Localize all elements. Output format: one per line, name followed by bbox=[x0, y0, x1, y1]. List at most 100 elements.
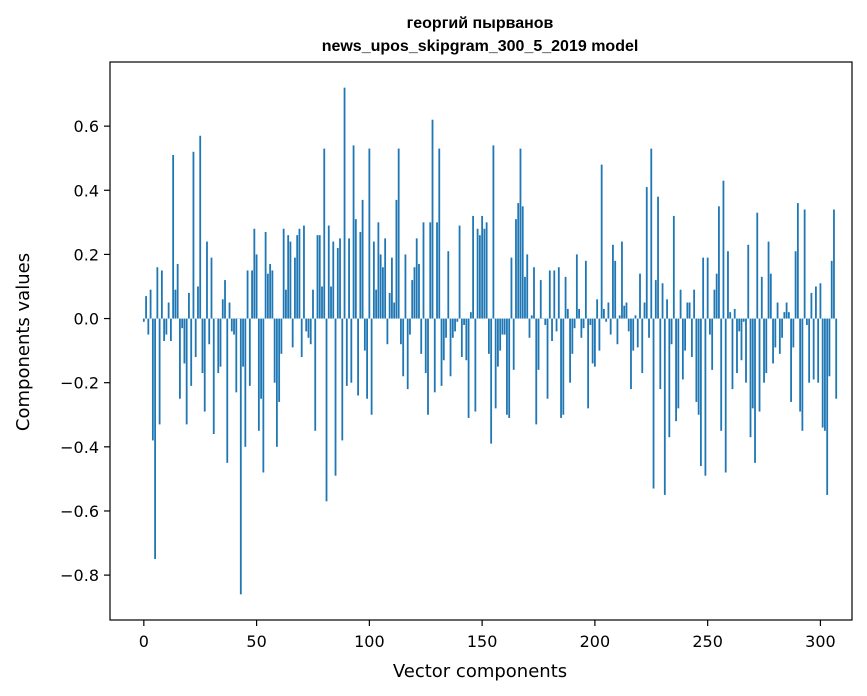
bar bbox=[194, 318, 197, 358]
bar bbox=[729, 312, 732, 319]
bar bbox=[485, 222, 488, 319]
bar bbox=[323, 148, 326, 319]
bar bbox=[248, 318, 251, 386]
bar bbox=[307, 318, 310, 338]
bar bbox=[210, 257, 213, 319]
bar bbox=[521, 206, 524, 319]
bar bbox=[483, 228, 486, 319]
bars-group bbox=[142, 87, 838, 595]
bar bbox=[303, 225, 305, 319]
y-tick-label: −0.6 bbox=[60, 502, 99, 521]
bar bbox=[381, 267, 384, 319]
bar bbox=[722, 180, 725, 319]
y-axis-label: Components values bbox=[13, 253, 34, 431]
bar bbox=[413, 267, 416, 319]
bar bbox=[242, 318, 244, 367]
x-axis-label: Vector components bbox=[393, 661, 567, 682]
bar bbox=[792, 318, 795, 348]
bar bbox=[366, 318, 368, 399]
bar bbox=[294, 257, 296, 319]
bar bbox=[706, 257, 709, 319]
bar bbox=[539, 280, 542, 319]
bar bbox=[731, 318, 734, 390]
bar bbox=[253, 228, 256, 319]
bar bbox=[663, 318, 666, 495]
bar bbox=[661, 283, 664, 319]
bar bbox=[652, 318, 655, 489]
bar bbox=[826, 318, 829, 495]
bar bbox=[593, 318, 596, 367]
bar bbox=[745, 318, 747, 383]
bar bbox=[160, 270, 163, 319]
bar bbox=[686, 302, 689, 319]
bar bbox=[341, 318, 344, 441]
bar bbox=[718, 206, 720, 319]
y-tick-label: 0.6 bbox=[74, 117, 99, 136]
bar bbox=[805, 318, 808, 325]
bar bbox=[643, 302, 646, 319]
bar bbox=[679, 289, 682, 319]
bar bbox=[636, 318, 639, 348]
bar bbox=[648, 318, 650, 338]
bar bbox=[201, 318, 204, 374]
bar bbox=[557, 267, 560, 319]
bar bbox=[596, 299, 599, 319]
bar bbox=[239, 318, 242, 595]
bar bbox=[165, 318, 168, 335]
bar bbox=[481, 215, 484, 319]
bar bbox=[812, 318, 815, 380]
bar bbox=[587, 318, 590, 409]
bar bbox=[819, 283, 822, 319]
bar bbox=[273, 318, 276, 383]
bar bbox=[199, 135, 202, 319]
bar bbox=[555, 318, 558, 332]
bar bbox=[580, 318, 583, 338]
bar bbox=[625, 302, 628, 319]
bar bbox=[289, 241, 292, 319]
x-tick-label: 250 bbox=[692, 632, 723, 651]
bar bbox=[269, 264, 272, 319]
bar bbox=[835, 318, 838, 399]
bar bbox=[693, 289, 696, 319]
bar bbox=[348, 238, 350, 319]
bar bbox=[145, 296, 147, 319]
bar bbox=[535, 318, 538, 425]
bar bbox=[433, 318, 436, 393]
bar bbox=[605, 318, 608, 322]
bar bbox=[181, 318, 184, 329]
bar bbox=[156, 267, 159, 319]
bar bbox=[503, 318, 506, 335]
bar bbox=[634, 315, 637, 319]
bar bbox=[711, 318, 714, 370]
bar bbox=[271, 270, 274, 319]
bar bbox=[560, 318, 562, 418]
x-axis-ticks: 0 50 100 150 200 250 300 bbox=[139, 620, 836, 651]
bar bbox=[684, 318, 686, 351]
bar bbox=[776, 302, 779, 319]
bar bbox=[388, 292, 391, 319]
bar bbox=[515, 219, 517, 319]
y-axis-ticks: −0.8 −0.6 −0.4 −0.2 0.0 0.2 0.4 0.6 bbox=[60, 117, 110, 585]
bar bbox=[167, 302, 170, 319]
bar bbox=[794, 251, 797, 319]
bar bbox=[553, 270, 556, 319]
bar bbox=[517, 203, 520, 319]
bar bbox=[332, 241, 335, 319]
bar bbox=[524, 276, 526, 319]
bar bbox=[494, 318, 497, 409]
bar bbox=[228, 302, 231, 319]
bar bbox=[393, 302, 396, 319]
bar bbox=[327, 225, 330, 319]
bar bbox=[603, 308, 605, 319]
bar bbox=[296, 235, 299, 319]
bar bbox=[497, 318, 499, 367]
bar bbox=[192, 151, 195, 319]
bar bbox=[424, 318, 427, 374]
bar bbox=[325, 318, 328, 502]
bar bbox=[321, 286, 323, 319]
bar bbox=[314, 318, 317, 431]
bar bbox=[427, 318, 429, 415]
bar bbox=[251, 270, 253, 319]
bar bbox=[185, 318, 188, 425]
bar bbox=[298, 228, 301, 319]
